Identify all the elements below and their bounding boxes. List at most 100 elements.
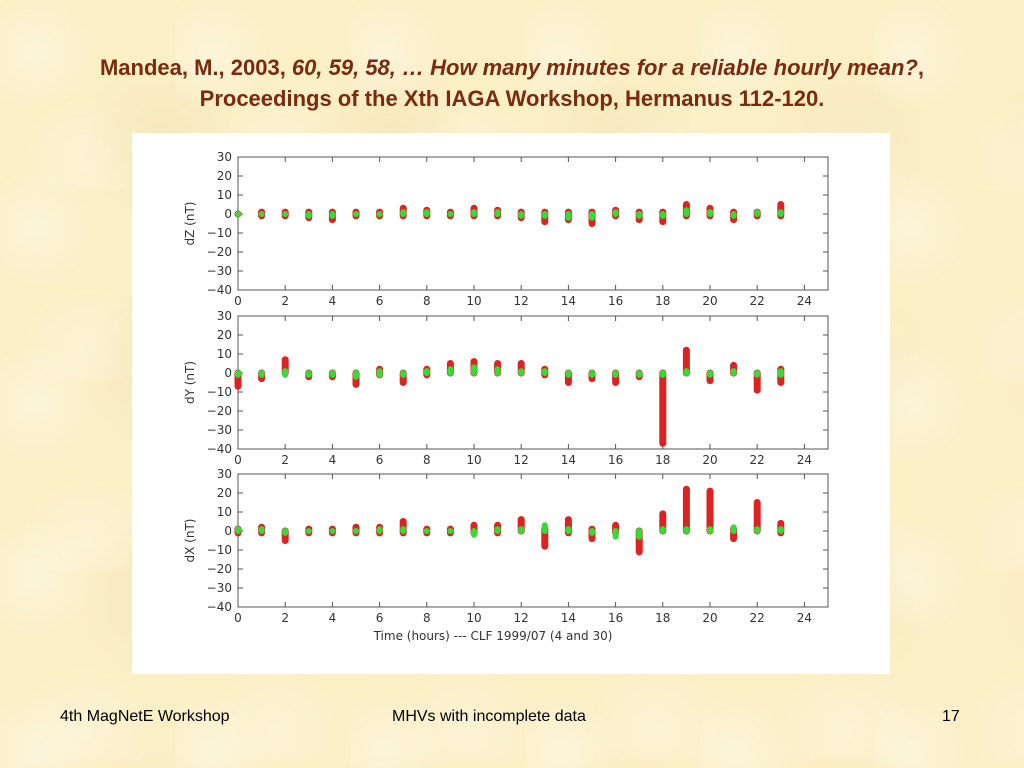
y-tick-label: −20 (207, 404, 232, 418)
green-point-range (282, 528, 289, 536)
x-tick-label: 10 (466, 611, 481, 625)
x-tick-label: 22 (750, 453, 765, 467)
x-tick-label: 14 (561, 294, 576, 308)
x-tick-label: 6 (376, 611, 384, 625)
green-point-range (589, 528, 595, 536)
green-point-range (423, 368, 430, 376)
green-point-range (707, 370, 713, 378)
green-point-range (494, 526, 501, 534)
y-tick-label: 10 (217, 347, 232, 361)
green-point-range (541, 368, 548, 376)
green-point-range (754, 209, 761, 217)
y-tick-label: −30 (207, 423, 232, 437)
x-tick-label: 2 (281, 294, 289, 308)
green-point-range (636, 370, 643, 378)
green-point-range (494, 209, 501, 217)
green-point-range (707, 526, 713, 534)
x-tick-label: 0 (234, 611, 242, 625)
plot-frame-0 (237, 156, 829, 291)
y-tick-label: 30 (217, 150, 232, 164)
green-point-range (447, 528, 454, 534)
x-tick-label: 12 (514, 611, 529, 625)
x-tick-label: 4 (329, 294, 337, 308)
y-tick-label: 20 (217, 486, 232, 500)
x-tick-label: 4 (329, 453, 337, 467)
green-point-range (471, 209, 477, 217)
green-point-range (659, 370, 666, 378)
green-point-range (565, 211, 572, 221)
x-tick-label: 18 (655, 453, 670, 467)
green-point-range (447, 211, 454, 217)
x-tick-label: 6 (376, 453, 384, 467)
y-tick-label: 10 (217, 188, 232, 202)
green-point-range (471, 528, 477, 538)
green-point-range (777, 526, 784, 534)
green-point-range (329, 211, 336, 219)
green-point-range (730, 524, 737, 534)
green-point-range (777, 209, 784, 217)
green-point-range (754, 526, 761, 534)
green-point-range (518, 526, 525, 534)
green-point-range (329, 370, 336, 378)
plot-frame-2 (237, 473, 829, 608)
y-tick-label: −10 (207, 385, 232, 399)
y-tick-label: −30 (207, 264, 232, 278)
x-tick-label: 6 (376, 294, 384, 308)
green-point-range (353, 370, 359, 380)
green-point-range (423, 209, 430, 217)
green-point-range (683, 207, 690, 217)
green-point-range (305, 211, 312, 219)
green-point-range (400, 370, 407, 378)
green-point-range (659, 211, 666, 219)
y-tick-label: −30 (207, 581, 232, 595)
y-tick-label: 0 (224, 366, 232, 380)
y-tick-label: −40 (207, 283, 232, 297)
x-tick-label: 24 (797, 453, 812, 467)
green-point-range (683, 526, 690, 534)
y-tick-label: 20 (217, 169, 232, 183)
green-point-range (258, 370, 265, 378)
x-tick-label: 16 (608, 294, 623, 308)
green-point-range (683, 368, 690, 376)
green-point-range (494, 366, 501, 376)
title-citation: Mandea, M., 2003, (99, 55, 292, 80)
green-point-range (636, 211, 643, 219)
x-tick-label: 16 (608, 453, 623, 467)
green-point-range (636, 528, 643, 540)
x-tick-label: 8 (423, 611, 431, 625)
green-point-range (754, 370, 761, 378)
title-comma: , (917, 55, 925, 80)
green-point-range (612, 370, 619, 378)
green-point-range (447, 366, 454, 376)
y-axis-label: dY (nT) (183, 361, 197, 404)
red-point-range (682, 485, 690, 535)
green-point-range (305, 528, 312, 534)
y-tick-label: −10 (207, 226, 232, 240)
y-tick-label: 0 (224, 207, 232, 221)
green-point-range (541, 211, 548, 219)
x-tick-label: 8 (423, 453, 431, 467)
green-point-range (282, 211, 289, 217)
x-tick-label: 20 (702, 294, 717, 308)
x-tick-label: 24 (797, 294, 812, 308)
y-tick-label: 30 (217, 467, 232, 481)
x-tick-label: 22 (750, 294, 765, 308)
green-point-range (400, 209, 407, 217)
x-tick-label: 12 (514, 453, 529, 467)
x-axis-label: Time (hours) --- CLF 1999/07 (4 and 30) (373, 629, 613, 643)
green-point-range (235, 526, 241, 534)
x-tick-label: 24 (797, 611, 812, 625)
x-tick-label: 10 (466, 453, 481, 467)
y-tick-label: 10 (217, 505, 232, 519)
green-point-range (730, 368, 737, 376)
green-point-range (659, 526, 666, 534)
green-point-range (541, 522, 548, 534)
x-tick-label: 12 (514, 294, 529, 308)
x-tick-label: 22 (750, 611, 765, 625)
x-tick-label: 16 (608, 611, 623, 625)
green-point-range (353, 528, 359, 534)
green-point-range (589, 370, 595, 378)
green-point-range (376, 526, 383, 534)
green-point-range (258, 211, 265, 217)
x-tick-label: 18 (655, 294, 670, 308)
